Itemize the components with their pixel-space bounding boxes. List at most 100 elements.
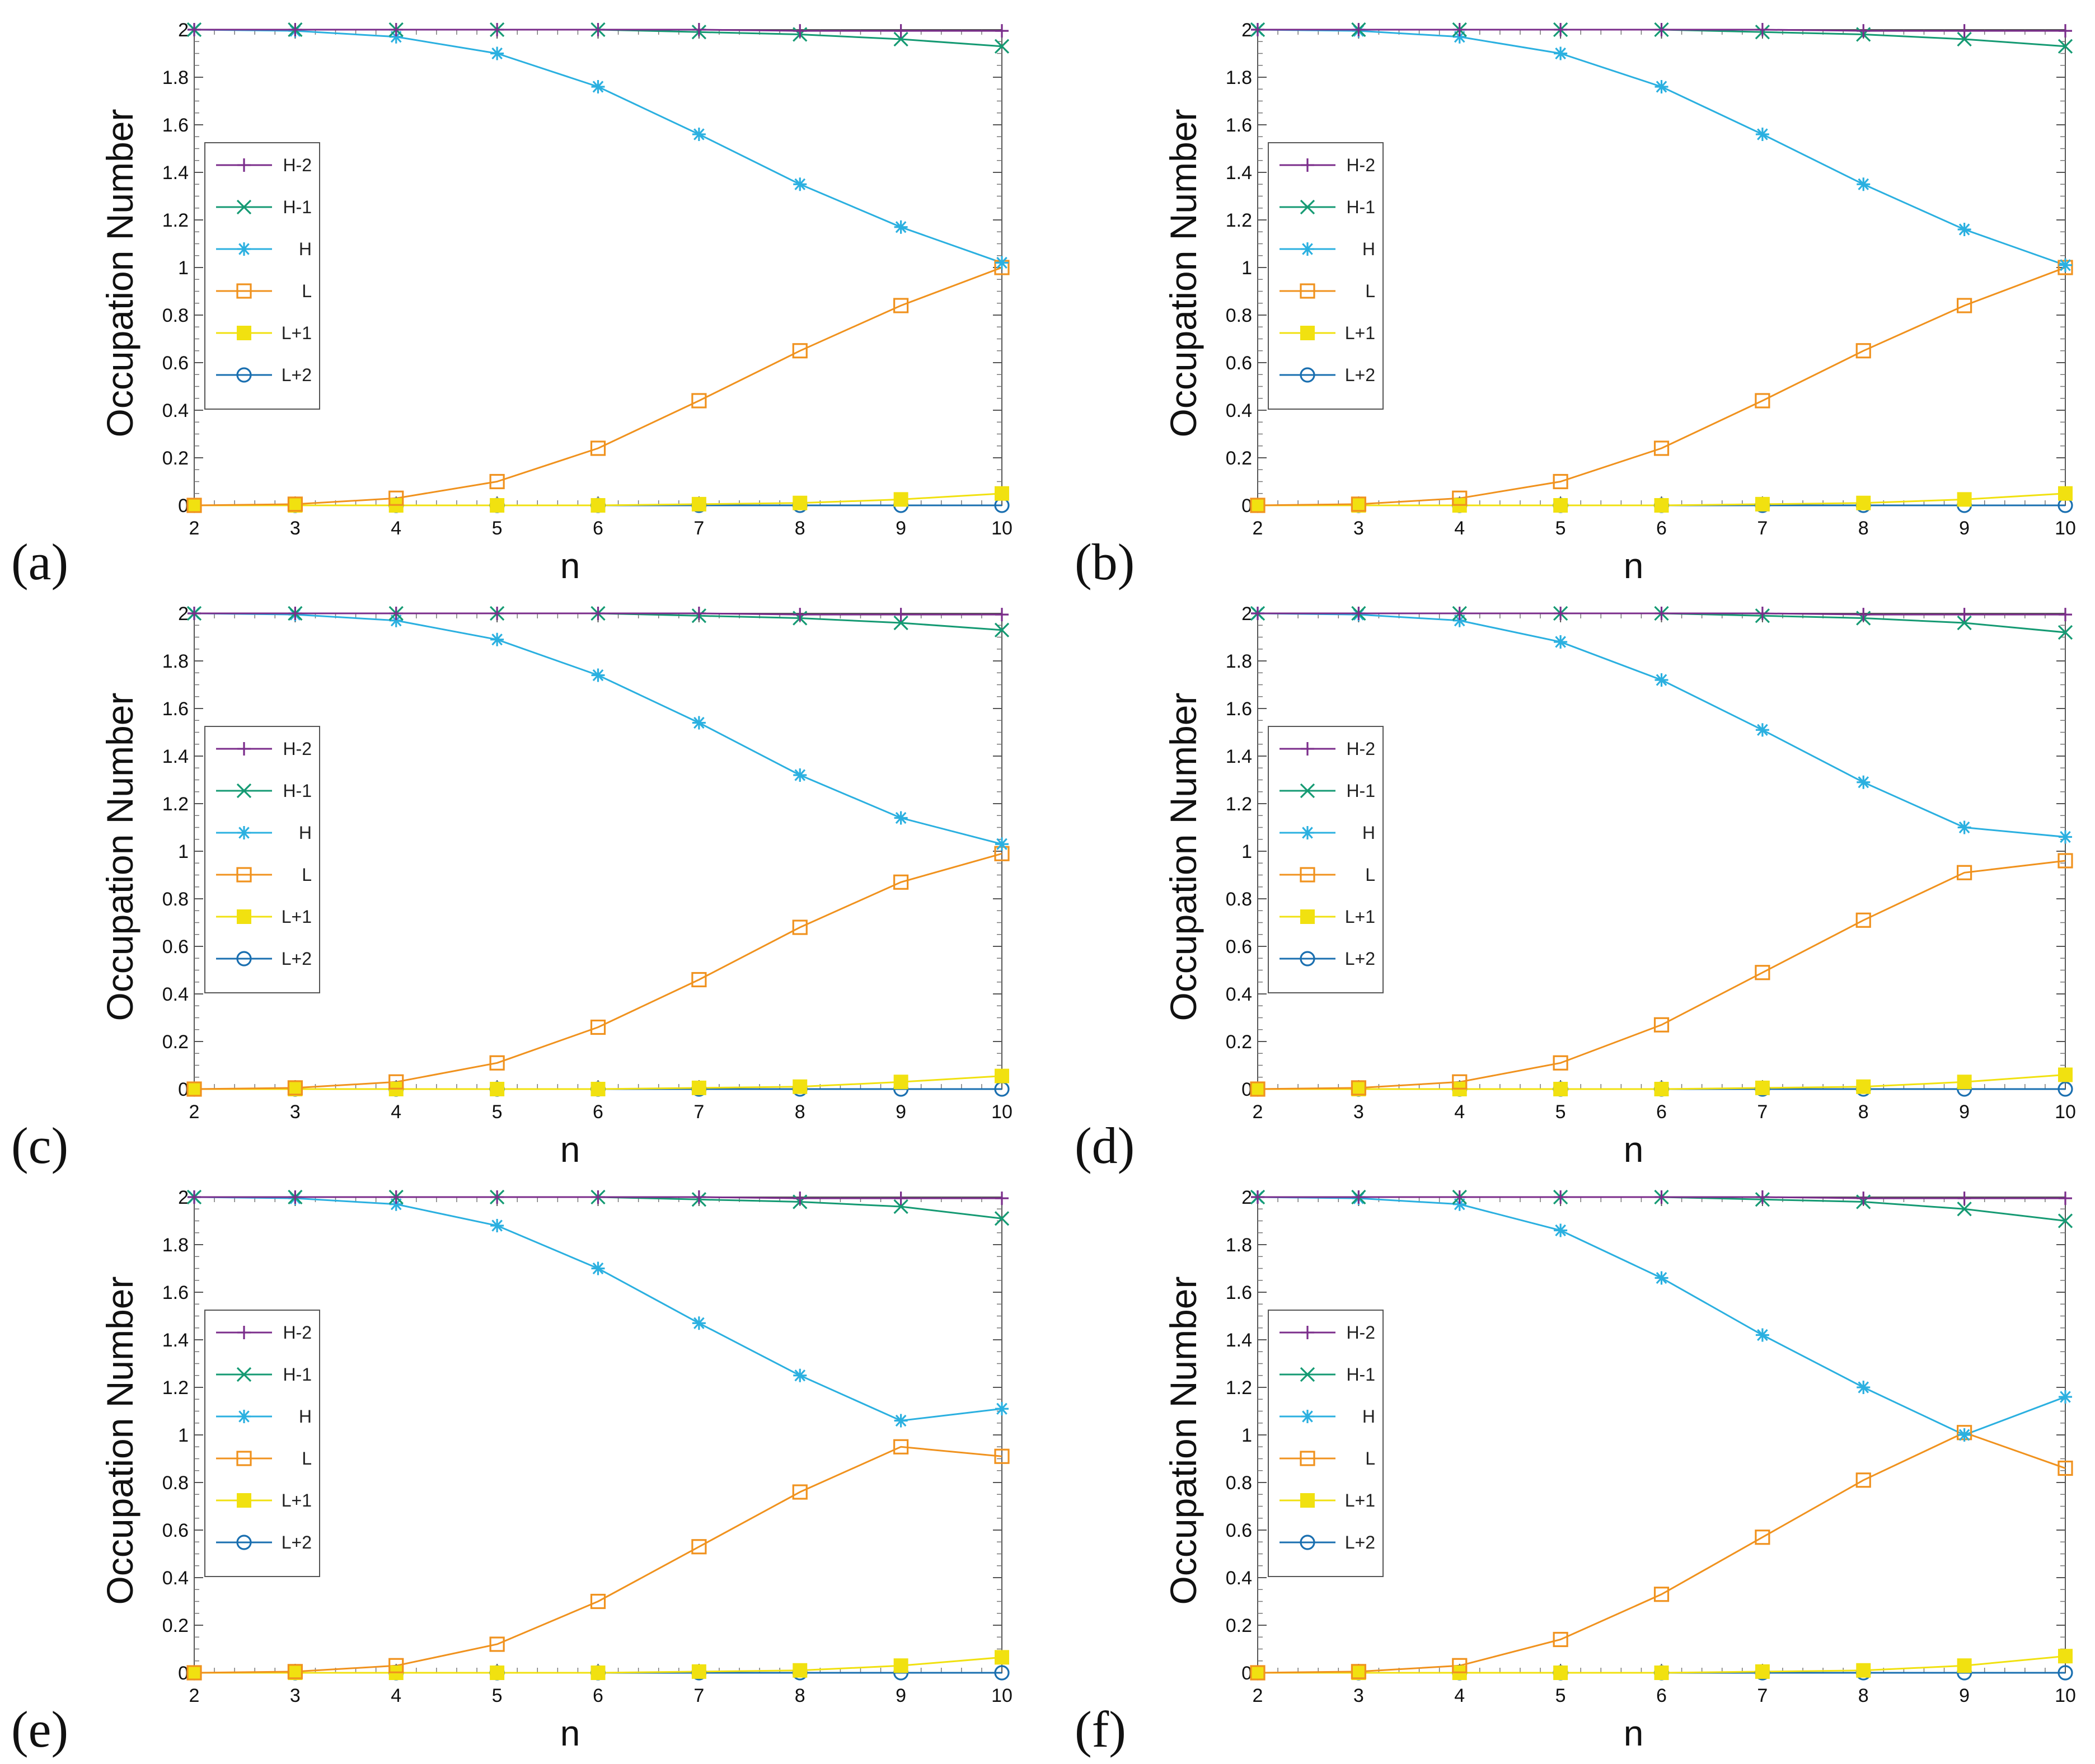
data-point — [1654, 498, 1669, 513]
x-tick-label: 5 — [492, 1101, 503, 1123]
data-point — [1554, 635, 1568, 649]
chart-svg: 2 3 4 5 6 7 8 9 10 0 0.2 0.4 0.6 0.8 1 1.2 1.4 1.6 1.8 2 n Oc… — [1075, 20, 2076, 590]
data-point — [1553, 1631, 1568, 1648]
x-tick-label: 7 — [1757, 518, 1768, 539]
legend-label: H-2 — [1346, 155, 1375, 175]
series-markers — [1251, 607, 2072, 622]
x-tick-label: 6 — [1656, 518, 1667, 539]
y-tick-label: 2 — [178, 20, 189, 41]
y-tick-label: 1.8 — [1226, 67, 1252, 88]
data-point — [894, 811, 908, 825]
data-point — [1957, 1202, 1972, 1217]
data-point — [793, 1368, 807, 1382]
series-markers — [187, 1068, 1009, 1096]
legend-label: L+1 — [1345, 1490, 1375, 1510]
data-point — [1957, 492, 1972, 507]
data-point — [490, 632, 504, 646]
data-point — [287, 1664, 303, 1679]
x-tick-label: 9 — [1959, 1685, 1970, 1706]
y-tick-label: 1.2 — [162, 210, 189, 231]
data-point — [894, 220, 908, 234]
x-tick-label: 5 — [1555, 518, 1566, 539]
x-tick-label: 10 — [2055, 1685, 2076, 1706]
y-tick-label: 1.6 — [162, 115, 189, 136]
data-point — [2057, 1665, 2073, 1681]
legend-label: L+2 — [282, 949, 312, 969]
x-tick-label: 3 — [290, 1101, 301, 1123]
series-line-l — [194, 1446, 1002, 1674]
data-point — [994, 39, 1010, 54]
data-point — [591, 23, 605, 36]
y-tick-label: 1.4 — [162, 162, 189, 184]
data-point — [2057, 1213, 2073, 1228]
data-point — [1452, 1658, 1468, 1673]
data-point — [490, 1082, 505, 1096]
x-tick-label: 4 — [1454, 1685, 1465, 1706]
y-tick-label: 1.4 — [162, 746, 189, 767]
data-point — [1755, 1080, 1770, 1095]
data-point — [1452, 1074, 1468, 1090]
y-tick-label: 1 — [1241, 1425, 1252, 1446]
x-tick-label: 2 — [189, 1101, 200, 1123]
data-point — [893, 1439, 909, 1455]
x-tick-label: 7 — [693, 1685, 704, 1706]
legend-marker — [236, 367, 252, 383]
data-point — [1857, 177, 1871, 191]
data-point — [591, 1261, 605, 1275]
y-tick-label: 1.8 — [1226, 651, 1252, 672]
panel-label: (e) — [11, 1701, 68, 1758]
y-tick-label: 0.6 — [1226, 1520, 1252, 1541]
data-point — [1653, 440, 1670, 456]
series-markers — [188, 607, 1009, 622]
data-point — [490, 23, 504, 36]
legend-marker — [236, 783, 252, 799]
x-tick-label: 8 — [795, 518, 805, 539]
chart-svg: 2 3 4 5 6 7 8 9 10 0 0.2 0.4 0.6 0.8 1 1.2 1.4 1.6 1.8 2 n Oc… — [1075, 1187, 2076, 1758]
y-tick-label: 2 — [178, 603, 189, 625]
y-tick-label: 1.4 — [1226, 1330, 1252, 1351]
data-point — [288, 23, 302, 36]
chart-svg: 2 3 4 5 6 7 8 9 10 0 0.2 0.4 0.6 0.8 1 1.2 1.4 1.6 1.8 2 n Oc… — [1075, 603, 2076, 1174]
x-tick-label: 2 — [189, 518, 200, 539]
data-point — [1755, 723, 1769, 737]
data-point — [1653, 1017, 1670, 1033]
series-line-l — [1257, 860, 2066, 1090]
data-point — [1251, 607, 1264, 620]
x-tick-label: 9 — [896, 1685, 906, 1706]
series-markers — [1251, 1190, 2072, 1205]
y-tick-label: 2 — [1241, 1187, 1252, 1208]
y-tick-label: 0 — [1241, 1663, 1252, 1684]
data-point — [793, 768, 807, 782]
legend-label: H — [299, 1406, 312, 1427]
data-point — [1755, 1530, 1770, 1545]
data-point — [1251, 1190, 1264, 1204]
legend-label: H-2 — [1346, 1322, 1375, 1343]
x-axis-label: n — [1624, 1129, 1644, 1170]
x-tick-label: 5 — [1555, 1685, 1566, 1706]
data-point — [1654, 1082, 1669, 1096]
y-axis-label: Occupation Number — [99, 693, 140, 1021]
legend-marker — [237, 1326, 251, 1339]
data-point — [1957, 615, 1972, 631]
data-point — [1554, 46, 1568, 60]
data-point — [1250, 498, 1265, 513]
data-point — [1857, 775, 1871, 789]
series-line-l — [194, 852, 1002, 1090]
x-tick-label: 6 — [593, 1685, 603, 1706]
legend-marker — [1300, 783, 1315, 799]
panel-a: 2 3 4 5 6 7 8 9 10 0 0.2 0.4 0.6 0.8 1 1.2 1.4 1.6 1.8 2 n Oc… — [0, 0, 1047, 590]
x-tick-label: 2 — [1253, 518, 1263, 539]
data-point — [1251, 23, 1264, 36]
legend-label: L — [302, 1448, 312, 1469]
data-point — [2059, 1191, 2072, 1205]
x-tick-label: 6 — [1656, 1685, 1667, 1706]
data-point — [1553, 1082, 1568, 1096]
legend-label: L+2 — [1345, 949, 1375, 969]
x-axis-label: n — [1624, 1713, 1644, 1753]
data-point — [1755, 607, 1769, 620]
legend-box — [204, 142, 320, 410]
legend-label: L+1 — [282, 907, 312, 927]
y-tick-label: 1.2 — [1226, 210, 1252, 231]
legend-label: L+1 — [1345, 323, 1375, 343]
